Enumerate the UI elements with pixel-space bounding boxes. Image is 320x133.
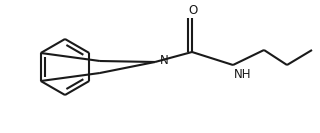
Text: N: N	[160, 55, 169, 68]
Text: O: O	[188, 4, 198, 17]
Text: NH: NH	[234, 68, 252, 81]
